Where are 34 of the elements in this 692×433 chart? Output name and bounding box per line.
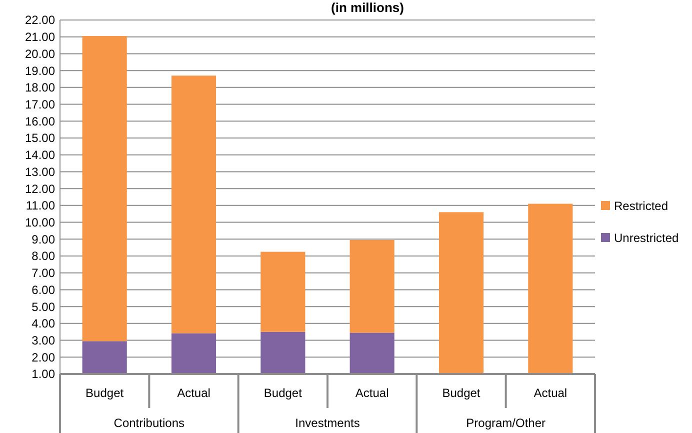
text: Contributions bbox=[114, 416, 185, 430]
legend-label: Restricted bbox=[614, 199, 668, 214]
y-tick-label: 5.00 bbox=[32, 300, 56, 314]
x-tick-label: Actual bbox=[177, 386, 210, 400]
x-tick-label: Actual bbox=[355, 386, 389, 400]
y-tick-label: 19.00 bbox=[24, 64, 56, 78]
y-tick-label: 16.00 bbox=[24, 114, 56, 128]
text: Program/Other bbox=[466, 416, 546, 430]
y-tick-label: 7.00 bbox=[32, 266, 56, 280]
x-tick-label: Budget bbox=[264, 386, 303, 400]
x-tick-label: Actual bbox=[534, 386, 568, 400]
y-tick-label: 11.00 bbox=[26, 198, 56, 213]
y-tick-label: 8.00 bbox=[32, 249, 56, 264]
x-tick-label: Budget bbox=[442, 386, 481, 400]
y-tick-label: 15.00 bbox=[24, 131, 56, 146]
text: Investments bbox=[295, 416, 360, 430]
y-tick-label: 4.00 bbox=[32, 316, 56, 331]
y-tick-label: 17.00 bbox=[24, 97, 56, 112]
legend-label: Unrestricted bbox=[614, 231, 679, 246]
y-tick-label: 18.00 bbox=[24, 80, 56, 95]
y-tick-label: 20.00 bbox=[24, 46, 56, 61]
y-tick-label: 2.00 bbox=[32, 350, 56, 364]
y-tick-label: 1.00 bbox=[32, 367, 56, 382]
y-tick-label: 12.00 bbox=[24, 182, 56, 196]
y-tick-label: 6.00 bbox=[32, 282, 56, 297]
y-tick-label: 22.00 bbox=[24, 13, 56, 28]
y-tick-label: 21.00 bbox=[24, 30, 56, 44]
y-tick-label: 10.00 bbox=[24, 215, 56, 230]
y-tick-label: 9.00 bbox=[32, 232, 56, 246]
y-tick-label: 3.00 bbox=[32, 333, 56, 348]
chart-title: (in millions) bbox=[331, 0, 404, 15]
x-tick-label: Budget bbox=[86, 386, 124, 400]
y-tick-label: 13.00 bbox=[24, 164, 56, 179]
y-tick-label: 14.00 bbox=[24, 148, 56, 162]
